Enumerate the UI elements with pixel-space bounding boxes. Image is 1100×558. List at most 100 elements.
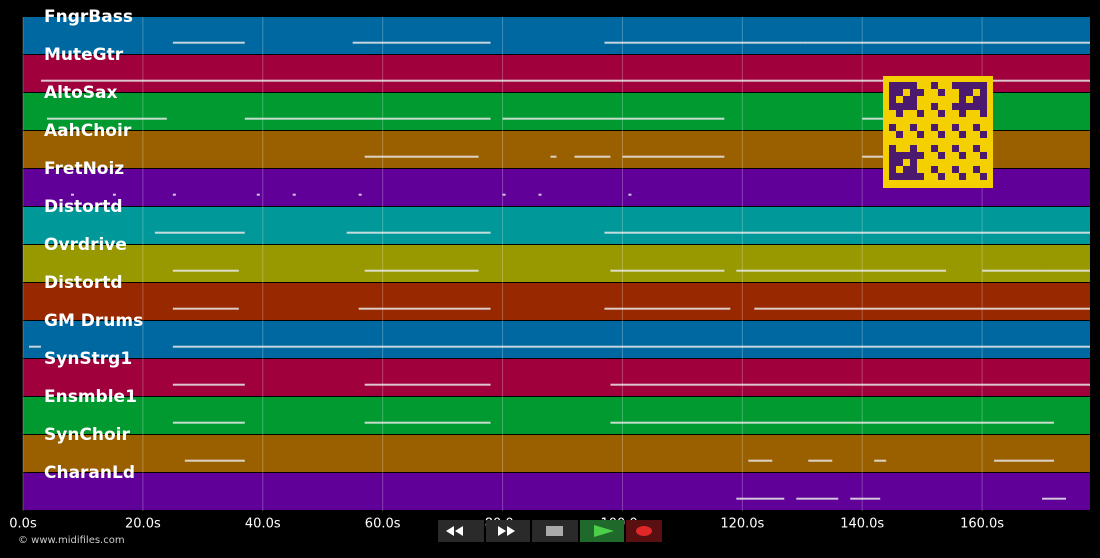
note: [1042, 269, 1090, 272]
note: [346, 231, 491, 234]
track-name: SynStrg1: [44, 349, 132, 369]
qr-cell: [973, 166, 980, 173]
note: [28, 345, 41, 348]
note: [982, 269, 1043, 272]
qr-cell: [980, 173, 987, 180]
note: [604, 307, 731, 310]
track-row: [23, 435, 1090, 472]
qr-cell: [889, 89, 896, 96]
qr-cell: [910, 89, 917, 96]
x-tick-label: 140.0s: [840, 517, 884, 532]
qr-cell: [917, 131, 924, 138]
note: [628, 193, 632, 196]
qr-cell: [917, 152, 924, 159]
qr-cell: [917, 110, 924, 117]
qr-cell: [889, 166, 896, 173]
qr-cell: [952, 103, 959, 110]
x-tick-label: 160.0s: [960, 517, 1004, 532]
qr-cell: [889, 96, 896, 103]
note: [796, 497, 839, 500]
note: [358, 193, 362, 196]
note: [604, 41, 803, 44]
qr-cell: [980, 89, 987, 96]
qr-cell: [952, 145, 959, 152]
qr-cell: [980, 96, 987, 103]
qr-cell: [896, 82, 903, 89]
qr-cell: [938, 110, 945, 117]
qr-cell: [931, 103, 938, 110]
track-name: Distortd: [44, 197, 123, 217]
qr-code: [883, 76, 993, 188]
note: [754, 307, 1090, 310]
qr-cell: [938, 152, 945, 159]
qr-cell: [903, 152, 910, 159]
qr-cell: [959, 110, 966, 117]
qr-cell: [896, 159, 903, 166]
note: [850, 497, 881, 500]
x-tick-label: 40.0s: [245, 517, 281, 532]
qr-cell: [910, 124, 917, 131]
note: [502, 193, 506, 196]
rewind-icon: [446, 526, 463, 536]
note: [172, 41, 245, 44]
note: [610, 269, 725, 272]
qr-cell: [938, 173, 945, 180]
overlay: FngrBass MuteGtr AltoSax AahChoir FretNoiz Di…: [18, 7, 993, 546]
qr-cell: [889, 173, 896, 180]
note: [40, 79, 1090, 82]
note: [172, 383, 245, 386]
track-name: Ensmble1: [44, 387, 137, 407]
qr-cell: [973, 96, 980, 103]
qr-cell: [896, 152, 903, 159]
qr-cell: [980, 110, 987, 117]
qr-cell: [959, 82, 966, 89]
note: [154, 231, 245, 234]
qr-cell: [973, 103, 980, 110]
note: [112, 193, 116, 196]
note: [802, 41, 1090, 44]
track-row: [23, 17, 1090, 54]
qr-cell: [903, 96, 910, 103]
qr-cell: [959, 152, 966, 159]
note: [172, 193, 176, 196]
qr-cell: [917, 89, 924, 96]
qr-cell: [896, 131, 903, 138]
track-row: [23, 359, 1090, 396]
qr-cell: [973, 124, 980, 131]
note: [70, 193, 74, 196]
track-row: [23, 321, 1090, 358]
qr-cell: [938, 89, 945, 96]
track-name: GM Drums: [44, 311, 143, 331]
qr-cell: [903, 103, 910, 110]
track-name: AahChoir: [44, 121, 132, 141]
x-tick-label: 120.0s: [720, 517, 764, 532]
note: [172, 307, 239, 310]
qr-cell: [910, 145, 917, 152]
track-name: FretNoiz: [44, 159, 124, 179]
qr-cell: [959, 103, 966, 110]
note: [364, 383, 491, 386]
track-row: [23, 283, 1090, 320]
qr-cell: [931, 124, 938, 131]
qr-cell: [889, 82, 896, 89]
note: [994, 459, 1055, 462]
note: [808, 459, 833, 462]
note: [538, 193, 542, 196]
note: [364, 269, 479, 272]
copyright: © www.midifiles.com: [18, 535, 125, 546]
note: [574, 155, 611, 158]
track-name: Distortd: [44, 273, 123, 293]
qr-cell: [980, 82, 987, 89]
qr-cell: [959, 173, 966, 180]
qr-cell: [896, 89, 903, 96]
qr-cell: [896, 110, 903, 117]
qr-cell: [910, 152, 917, 159]
note: [244, 117, 491, 120]
qr-cell: [910, 159, 917, 166]
qr-cell: [959, 131, 966, 138]
play-icon: [594, 525, 614, 537]
track-row: [23, 207, 1090, 244]
record-icon: [636, 526, 652, 536]
qr-cell: [896, 173, 903, 180]
qr-cell: [889, 124, 896, 131]
